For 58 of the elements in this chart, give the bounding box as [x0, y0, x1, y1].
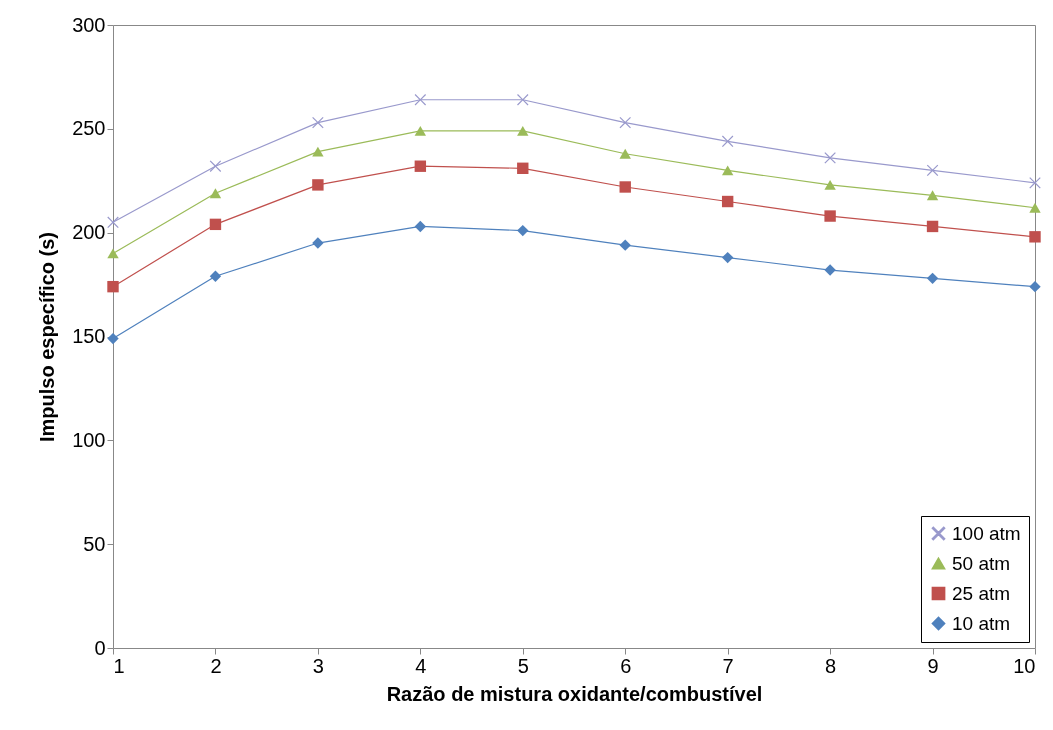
point [312, 146, 324, 157]
x-tick-label: 10 [1013, 654, 1036, 677]
legend-label: 25 atm [952, 582, 1011, 604]
y-tick-label: 50 [83, 532, 106, 555]
point [619, 148, 631, 159]
point [517, 125, 529, 136]
point [312, 116, 324, 129]
legend-label: 100 atm [952, 522, 1021, 544]
point [517, 224, 529, 237]
point [414, 125, 427, 136]
y-tick-label: 0 [94, 636, 106, 659]
point [107, 216, 119, 228]
x-tick-label: 9 [927, 654, 939, 677]
legend-label: 50 atm [952, 552, 1011, 574]
x-axis-title: Razão de mistura oxidante/combustível [386, 682, 763, 705]
x-tick-label: 6 [620, 654, 632, 677]
point [414, 160, 427, 172]
point [1029, 231, 1041, 243]
point [824, 210, 836, 222]
point [926, 190, 939, 201]
point [721, 251, 734, 264]
point [209, 188, 222, 199]
x-tick-label: 4 [415, 654, 427, 677]
point [824, 179, 836, 190]
point [312, 179, 324, 191]
point [209, 218, 222, 231]
point [824, 264, 836, 276]
y-tick-label: 100 [72, 428, 106, 451]
point [1029, 177, 1041, 189]
point [1029, 202, 1041, 213]
point [926, 220, 939, 233]
point [619, 239, 631, 251]
point [107, 280, 119, 293]
x-tick-label: 2 [210, 654, 222, 677]
y-tick-label: 200 [72, 221, 106, 244]
y-axis-title: Impulso específico (s) [36, 231, 59, 443]
x-tick-label: 3 [312, 654, 324, 677]
point [721, 165, 734, 176]
point [107, 248, 119, 259]
point [926, 272, 939, 285]
x-tick-label: 7 [722, 654, 734, 677]
point [1029, 280, 1041, 293]
y-tick-label: 300 [72, 13, 106, 36]
point [517, 162, 529, 174]
point [619, 116, 631, 129]
y-tick-label: 150 [72, 325, 106, 347]
x-tick-label: 8 [825, 654, 837, 677]
point [414, 220, 427, 233]
point [209, 160, 222, 172]
x-tick-label: 5 [517, 654, 529, 677]
legend-label: 10 atm [952, 612, 1011, 634]
point [312, 237, 324, 249]
point [209, 270, 222, 282]
point [721, 195, 734, 208]
point [619, 181, 631, 193]
x-tick-label: 1 [113, 654, 125, 677]
y-tick-label: 250 [72, 117, 106, 140]
point [107, 332, 119, 345]
